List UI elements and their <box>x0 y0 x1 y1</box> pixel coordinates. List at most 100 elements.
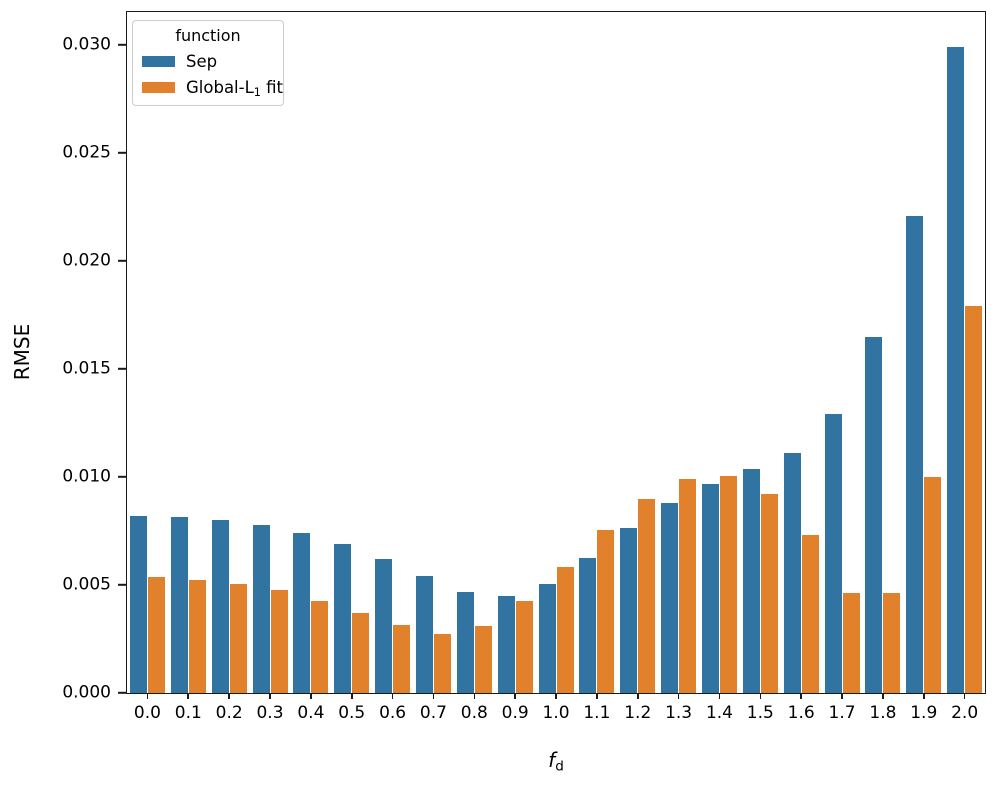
legend-item-sep: Sep <box>142 52 274 71</box>
x-tick-cell-1.2: 1.2 <box>617 693 658 723</box>
legend-entries: Sep Global-L1 fit <box>142 52 283 98</box>
bar-global-l1-fit-0.2 <box>229 583 247 693</box>
x-tick-cell-1.4: 1.4 <box>699 693 740 723</box>
y-tick-label: 0.030 <box>62 34 111 55</box>
legend: function Sep Global-L1 fit <box>132 20 284 106</box>
bar-group-0.7 <box>413 12 454 693</box>
x-tick-mark <box>228 693 230 699</box>
x-tick-mark <box>514 693 516 699</box>
bar-sep-1.8 <box>865 336 883 693</box>
bar-group-1.3 <box>658 12 699 693</box>
x-tick-cell-0.9: 0.9 <box>495 693 536 723</box>
bar-sep-1.5 <box>742 469 760 693</box>
bar-group-0.9 <box>495 12 536 693</box>
bar-sep-0.1 <box>170 516 188 693</box>
x-tick-label: 1.8 <box>869 703 897 723</box>
bar-global-l1-fit-1.4 <box>719 475 737 693</box>
x-tick-cell-0.6: 0.6 <box>372 693 413 723</box>
bar-sep-1.9 <box>906 215 924 693</box>
bar-group-0.8 <box>454 12 495 693</box>
bar-sep-1.4 <box>701 483 719 693</box>
x-tick-mark <box>636 693 639 699</box>
x-tick-label: 0.0 <box>133 703 161 723</box>
x-tick-mark <box>882 693 884 699</box>
x-tick-cell-0.0: 0.0 <box>127 693 168 723</box>
bar-global-l1-fit-2.0 <box>965 306 983 693</box>
bar-sep-1.1 <box>579 558 597 693</box>
legend-swatch-sep <box>142 56 175 67</box>
bar-sep-1.6 <box>783 453 801 693</box>
bar-sep-0.8 <box>456 591 474 693</box>
bars-row <box>127 12 985 693</box>
y-tick-label: 0.000 <box>62 682 111 703</box>
x-tick-cell-1.0: 1.0 <box>536 693 577 723</box>
bar-sep-1.7 <box>824 414 842 693</box>
bar-sep-0.2 <box>211 520 229 693</box>
x-axis-label-base: f <box>548 748 556 772</box>
x-axis-label-subscript: d <box>555 758 564 775</box>
bar-group-1.1 <box>576 12 617 693</box>
y-tick-label: 0.005 <box>62 574 111 595</box>
x-tick-mark <box>759 693 762 699</box>
bar-global-l1-fit-0.3 <box>270 590 288 693</box>
bar-group-1.4 <box>699 12 740 693</box>
bar-group-0.1 <box>168 12 209 693</box>
x-tick-mark <box>963 693 966 699</box>
x-tick-mark <box>677 693 680 699</box>
bar-sep-1.3 <box>661 502 679 693</box>
bar-sep-0.9 <box>497 595 515 693</box>
bar-global-l1-fit-1.9 <box>924 477 942 693</box>
x-tick-mark <box>596 693 598 699</box>
x-tick-cell-0.2: 0.2 <box>209 693 250 723</box>
bar-group-1.0 <box>536 12 577 693</box>
bar-sep-0.7 <box>415 576 433 693</box>
x-tick-mark <box>922 693 925 699</box>
x-tick-label: 0.9 <box>501 703 529 723</box>
x-tick-label: 0.1 <box>174 703 202 723</box>
x-tick-label: 1.4 <box>705 703 733 723</box>
x-tick-label: 1.7 <box>828 703 856 723</box>
x-tick-cell-2.0: 2.0 <box>944 693 985 723</box>
bar-global-l1-fit-0.0 <box>147 577 165 693</box>
bar-global-l1-fit-1.7 <box>842 592 860 693</box>
y-tick-mark <box>118 260 126 262</box>
legend-label-sep: Sep <box>186 52 218 71</box>
x-tick-label: 2.0 <box>951 703 979 723</box>
bar-group-1.9 <box>903 12 944 693</box>
x-tick-mark <box>350 693 353 699</box>
x-tick-label: 0.4 <box>297 703 325 723</box>
x-tick-label: 1.5 <box>746 703 774 723</box>
y-tick-mark <box>118 584 126 586</box>
x-tick-cell-1.5: 1.5 <box>740 693 781 723</box>
bar-group-0.0 <box>127 12 168 693</box>
legend-title: function <box>175 26 241 45</box>
x-tick-mark <box>841 693 843 699</box>
bar-group-2.0 <box>944 12 985 693</box>
bar-global-l1-fit-0.7 <box>433 633 451 693</box>
bar-global-l1-fit-1.0 <box>556 566 574 693</box>
legend-item-global-l1-fit: Global-L1 fit <box>142 78 283 98</box>
bar-global-l1-fit-0.4 <box>311 601 329 693</box>
y-tick-mark <box>118 368 126 370</box>
x-tick-mark <box>555 693 557 699</box>
bar-group-1.8 <box>862 12 903 693</box>
legend-label-global-l1-fit: Global-L1 fit <box>186 78 284 99</box>
x-tick-mark <box>800 693 802 699</box>
x-tick-label: 0.8 <box>460 703 488 723</box>
x-tick-label: 0.3 <box>256 703 284 723</box>
x-axis-ticks: 0.0 0.1 0.2 0.3 0.4 0.5 0.6 0.7 0.8 0.9 1.0 1.1 1.2 1… <box>127 693 985 723</box>
x-tick-cell-1.1: 1.1 <box>576 693 617 723</box>
x-tick-cell-1.9: 1.9 <box>903 693 944 723</box>
x-tick-label: 1.2 <box>624 703 652 723</box>
x-tick-mark <box>432 693 435 699</box>
bar-global-l1-fit-0.1 <box>188 579 206 693</box>
x-tick-mark <box>310 693 312 699</box>
x-tick-mark <box>146 693 149 699</box>
x-tick-mark <box>718 693 721 699</box>
bar-sep-1.2 <box>620 527 638 693</box>
y-tick-label: 0.020 <box>62 250 111 271</box>
x-tick-label: 1.1 <box>583 703 611 723</box>
legend-swatch-global-l1-fit <box>142 82 175 93</box>
bar-global-l1-fit-1.2 <box>638 498 656 693</box>
